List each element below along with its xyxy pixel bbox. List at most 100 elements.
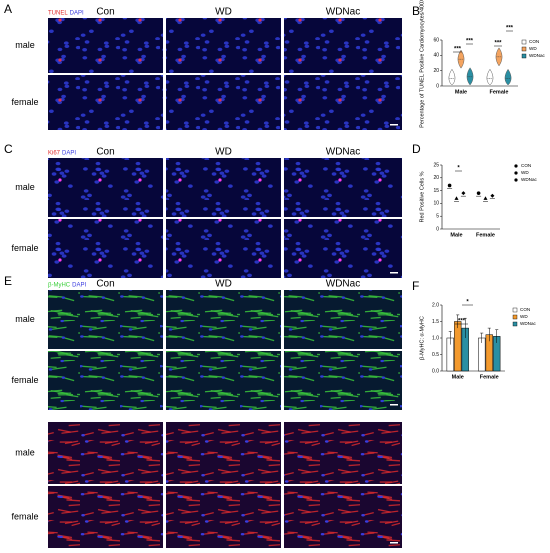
counterstain-label: DAPI bbox=[62, 151, 76, 157]
y-axis-label: Red Positive Cells % bbox=[419, 171, 425, 222]
y-tick-label: 15 bbox=[433, 188, 439, 194]
micrograph bbox=[166, 75, 281, 130]
micrograph bbox=[166, 290, 281, 349]
significance-label: * bbox=[457, 166, 460, 172]
panel-label: C bbox=[4, 142, 13, 156]
micrograph bbox=[48, 290, 163, 349]
micrograph bbox=[284, 75, 402, 130]
y-tick-label: 25 bbox=[433, 162, 439, 168]
micrograph bbox=[284, 351, 402, 410]
row-label: male bbox=[15, 447, 35, 457]
scale-bar bbox=[390, 542, 398, 544]
legend-swatch bbox=[512, 321, 518, 327]
micrograph bbox=[284, 290, 402, 349]
dot bbox=[483, 196, 488, 200]
y-tick-label: 10 bbox=[433, 201, 439, 207]
dot bbox=[454, 196, 459, 200]
column-label: Con bbox=[96, 279, 114, 290]
panel-label: A bbox=[4, 2, 12, 16]
y-tick-label: 0 bbox=[436, 226, 439, 232]
panel-label: E bbox=[4, 274, 12, 288]
legend-label: CON bbox=[520, 307, 530, 312]
column-label: WDNac bbox=[326, 147, 360, 158]
x-tick-label: Male bbox=[455, 89, 467, 95]
micrograph bbox=[48, 158, 163, 217]
row-label: female bbox=[11, 375, 38, 385]
row-label: female bbox=[11, 243, 38, 253]
y-tick-label: 2.0 bbox=[432, 302, 439, 308]
row-label: female bbox=[11, 511, 38, 521]
y-tick-label: 0 bbox=[436, 83, 439, 89]
micrograph bbox=[48, 422, 163, 484]
legend-label: WDNac bbox=[521, 177, 538, 182]
micrograph bbox=[166, 486, 281, 548]
row-label: female bbox=[11, 97, 38, 107]
y-tick-label: 0.5 bbox=[432, 352, 439, 358]
micrograph bbox=[284, 219, 402, 278]
significance-label: * bbox=[466, 300, 469, 306]
legend-swatch bbox=[521, 53, 527, 59]
micrograph bbox=[166, 351, 281, 410]
dot bbox=[447, 183, 452, 188]
panel-label: D bbox=[412, 142, 421, 156]
scale-bar bbox=[390, 272, 398, 274]
y-tick-label: 5 bbox=[436, 214, 439, 220]
counterstain-label: DAPI bbox=[72, 283, 86, 289]
legend-label: WD bbox=[529, 46, 537, 51]
scale-bar bbox=[390, 404, 398, 406]
row-label: male bbox=[15, 40, 35, 50]
row-label: male bbox=[15, 182, 35, 192]
y-tick-label: 0.0 bbox=[432, 368, 439, 374]
scale-bar bbox=[390, 124, 398, 126]
y-tick-label: 60 bbox=[433, 37, 439, 43]
legend-marker bbox=[514, 178, 518, 182]
column-label: WDNac bbox=[326, 279, 360, 290]
bar bbox=[454, 321, 462, 372]
micrograph bbox=[48, 486, 163, 548]
micrograph bbox=[166, 219, 281, 278]
row-label: male bbox=[15, 314, 35, 324]
x-tick-label: Male bbox=[450, 232, 462, 238]
significance-label: *** bbox=[494, 41, 502, 47]
legend-marker bbox=[514, 171, 518, 175]
x-tick-label: Male bbox=[452, 374, 464, 380]
legend-label: WD bbox=[521, 170, 529, 175]
column-label: WD bbox=[215, 7, 232, 18]
legend-label: CON bbox=[521, 163, 531, 168]
dot bbox=[461, 191, 466, 196]
violin bbox=[504, 68, 512, 86]
micrograph bbox=[284, 158, 402, 217]
column-label: Con bbox=[96, 7, 114, 18]
y-tick-label: 20 bbox=[433, 68, 439, 74]
micrograph bbox=[284, 18, 402, 73]
micrograph bbox=[48, 18, 163, 73]
panel-label: B bbox=[412, 4, 420, 18]
significance-label: *** bbox=[506, 26, 514, 32]
x-tick-label: Female bbox=[476, 232, 495, 238]
legend-label: CON bbox=[529, 39, 539, 44]
dot bbox=[476, 191, 481, 195]
y-axis-label: β-MyHC: α-MyHC bbox=[419, 316, 425, 360]
x-tick-label: Female bbox=[480, 374, 499, 380]
legend-swatch bbox=[521, 46, 527, 52]
y-tick-label: 1.0 bbox=[432, 335, 439, 341]
micrograph bbox=[48, 351, 163, 410]
panel-label: F bbox=[412, 279, 419, 293]
y-axis-label: Percentage of TUNEL Positive Cardiomyocy… bbox=[419, 0, 425, 128]
legend-marker bbox=[514, 164, 518, 168]
legend-label: WDNac bbox=[529, 53, 546, 58]
significance-label: *** bbox=[466, 39, 474, 45]
micrograph bbox=[284, 422, 402, 484]
legend-label: WDNac bbox=[520, 321, 537, 326]
y-tick-label: 1.5 bbox=[432, 319, 439, 325]
counterstain-label: DAPI bbox=[70, 11, 84, 17]
column-label: WD bbox=[215, 147, 232, 158]
micrograph bbox=[284, 486, 402, 548]
micrograph bbox=[166, 18, 281, 73]
legend-swatch bbox=[512, 307, 518, 313]
significance-label: *** bbox=[454, 47, 462, 53]
micrograph bbox=[48, 219, 163, 278]
significance-label: *** bbox=[458, 319, 466, 325]
x-tick-label: Female bbox=[490, 89, 509, 95]
